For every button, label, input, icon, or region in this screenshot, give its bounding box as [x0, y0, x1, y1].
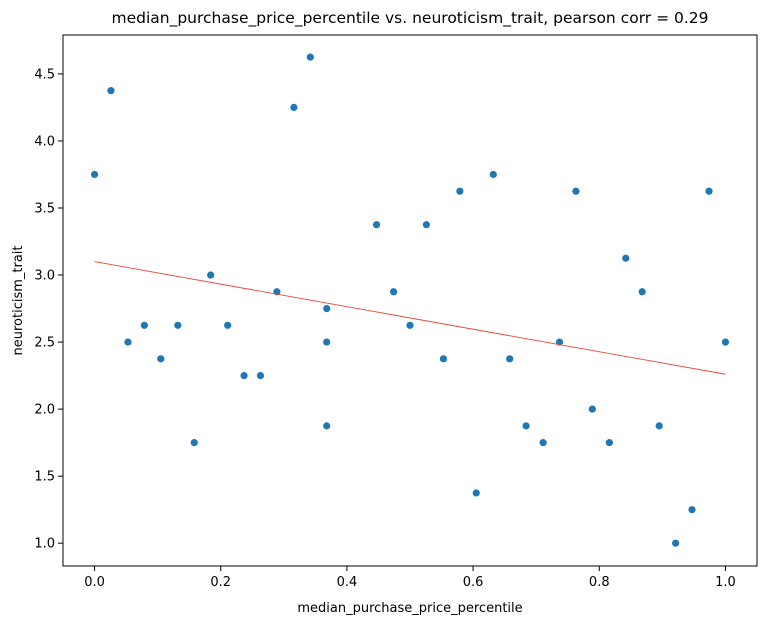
x-axis-label: median_purchase_price_percentile [297, 601, 522, 616]
scatter-point [506, 355, 514, 363]
x-axis: 0.0 0.2 0.4 0.6 0.8 1.0 [84, 566, 736, 590]
scatter-point [721, 338, 730, 346]
chart-title: median_purchase_price_percentile vs. neu… [111, 9, 708, 28]
scatter-point [157, 355, 165, 363]
y-tick-label: 4.5 [34, 67, 55, 82]
scatter-point [605, 439, 613, 447]
x-tick-label: 0.8 [589, 575, 610, 590]
scatter-point [323, 422, 331, 430]
y-tick-label: 1.0 [34, 537, 55, 552]
y-axis-label: neuroticism_trait [11, 245, 26, 355]
points-layer [90, 53, 730, 547]
trend-layer [94, 261, 726, 375]
scatter-point [489, 170, 497, 179]
scatter-point [422, 221, 431, 229]
scatter-point [224, 321, 232, 329]
scatter-point [124, 338, 132, 346]
x-tick-label: 0.6 [463, 575, 484, 590]
scatter-point [107, 87, 115, 95]
y-tick-label: 2.5 [34, 336, 55, 351]
scatter-point [588, 405, 596, 413]
scatter-point [306, 53, 314, 61]
y-tick-label: 3.0 [34, 269, 55, 284]
y-tick-label: 2.0 [34, 403, 55, 418]
scatter-point [240, 371, 248, 380]
scatter-point [290, 103, 298, 112]
scatter-point [323, 304, 331, 313]
y-axis: 1.0 1.5 2.0 2.5 3.0 3.5 4.0 4.5 [34, 67, 63, 552]
scatter-point [140, 321, 148, 329]
scatter-point [655, 422, 663, 430]
plot-frame [62, 34, 758, 567]
scatter-point [672, 539, 680, 547]
x-tick-label: 1.0 [715, 575, 736, 590]
scatter-point [174, 321, 182, 329]
scatter-point [638, 288, 646, 296]
scatter-point [372, 221, 381, 229]
x-tick-label: 0.0 [84, 575, 105, 590]
scatter-point [705, 187, 713, 195]
trend-line [94, 261, 726, 375]
scatter-point [472, 489, 480, 497]
y-tick-label: 1.5 [34, 470, 55, 485]
scatter-point [389, 288, 398, 296]
scatter-point [256, 371, 265, 380]
y-tick-label: 4.0 [34, 134, 55, 149]
scatter-point [323, 338, 331, 346]
scatter-point [539, 439, 547, 447]
scatter-point [688, 506, 696, 514]
scatter-point [406, 321, 414, 329]
scatter-point [207, 271, 215, 279]
y-tick-label: 3.5 [34, 201, 55, 216]
plot-area [90, 53, 730, 547]
scatter-point [572, 187, 580, 195]
x-tick-label: 0.4 [337, 575, 358, 590]
scatter-point [622, 254, 630, 262]
scatter-point [522, 422, 530, 430]
scatter-point [456, 187, 464, 195]
scatter-point [439, 355, 448, 363]
scatter-point [90, 170, 99, 179]
scatter-point [190, 439, 198, 447]
x-tick-label: 0.2 [210, 575, 231, 590]
